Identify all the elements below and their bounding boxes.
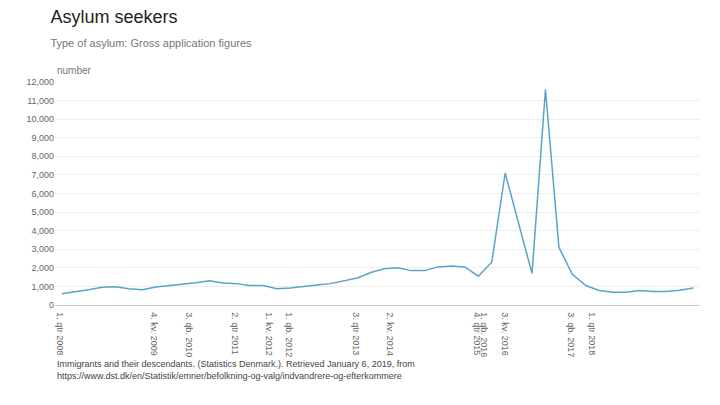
svg-text:1. qtr 2008: 1. qtr 2008	[55, 312, 65, 355]
svg-text:9,000: 9,000	[31, 133, 54, 143]
svg-text:5,000: 5,000	[31, 207, 54, 217]
svg-text:0: 0	[49, 300, 54, 310]
svg-text:2,000: 2,000	[31, 263, 54, 273]
svg-text:11,000: 11,000	[27, 96, 54, 106]
svg-text:1,000: 1,000	[31, 282, 54, 292]
svg-text:1. qtr 2018: 1. qtr 2018	[587, 312, 597, 355]
svg-text:3. qb. 2017: 3. qb. 2017	[566, 312, 576, 357]
svg-text:1. kv. 2012: 1. kv. 2012	[264, 312, 274, 355]
svg-text:Asylum seekersType of asylum:: Asylum seekersType of asylum: Gross appl…	[50, 7, 252, 48]
svg-text:3. qb. 2010: 3. qb. 2010	[184, 312, 194, 357]
svg-text:number: number	[57, 65, 92, 76]
svg-text:Immigrants and their descendan: Immigrants and their descendants. (Stati…	[57, 359, 415, 381]
svg-text:3. kv. 2016: 3. kv. 2016	[500, 312, 510, 355]
svg-text:8,000: 8,000	[31, 151, 54, 161]
svg-text:3,000: 3,000	[31, 244, 54, 254]
svg-text:2. qtr 2011: 2. qtr 2011	[230, 312, 240, 354]
svg-text:6,000: 6,000	[31, 189, 54, 199]
svg-text:4. kv. 2009: 4. kv. 2009	[149, 312, 159, 355]
svg-text:1. qb. 2016: 1. qb. 2016	[479, 312, 489, 357]
svg-text:3. qtr 2013: 3. qtr 2013	[351, 312, 361, 355]
svg-text:1. qb. 2012: 1. qb. 2012	[284, 312, 294, 357]
svg-text:10,000: 10,000	[26, 114, 54, 124]
svg-text:7,000: 7,000	[31, 170, 54, 180]
svg-text:4. qtr 2015: 4. qtr 2015	[472, 312, 482, 355]
svg-text:12,000: 12,000	[26, 77, 54, 87]
svg-text:4,000: 4,000	[31, 226, 54, 236]
svg-text:2. kv. 2014: 2. kv. 2014	[385, 312, 395, 355]
